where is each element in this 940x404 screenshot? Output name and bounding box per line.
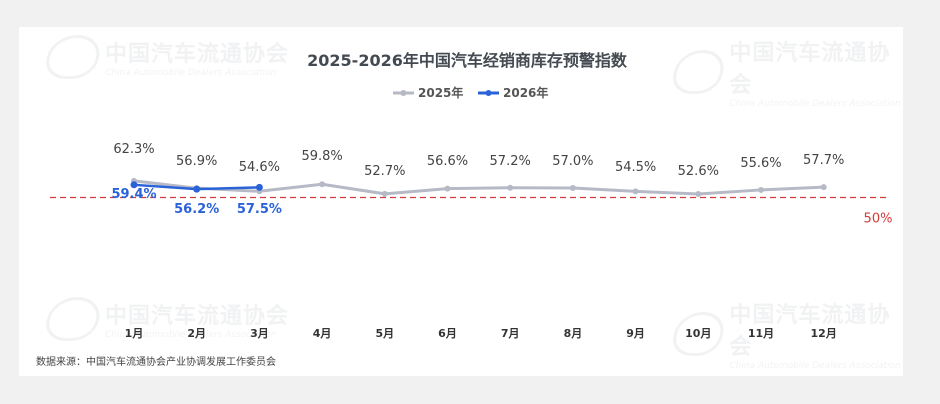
series-2025-data-label: 55.6% [740,156,781,171]
series-2025-data-label: 62.3% [113,142,154,157]
series-2026-point [193,185,201,193]
series-2025-line [133,179,824,196]
series-2025-data-label: 59.8% [301,149,342,164]
x-tick-label: 3月 [250,327,269,340]
series-2025-data-label: 57.7% [803,153,844,168]
x-tick-label: 1月 [125,327,144,340]
legend: 2025年 2026年 [393,85,548,100]
legend-label-2026: 2026年 [503,85,548,100]
x-tick-label: 7月 [501,327,520,340]
series-2026-data-label: 56.2% [174,202,219,217]
series-2025-point [507,184,514,191]
series-2025-data-label: 57.2% [490,154,531,169]
series-2025-point [319,181,326,188]
series-2026: 59.4% 56.2% 57.5% [111,181,282,217]
series-2025-data-label: 57.0% [552,154,593,169]
series-2025-point [444,185,451,192]
x-tick-label: 8月 [564,327,583,340]
series-2026-point [130,181,138,189]
series-2025-data-label: 56.9% [176,154,217,169]
legend-label-2025: 2025年 [418,85,463,100]
chart-title: 2025-2026年中国汽车经销商库存预警指数 [307,51,628,70]
series-2025-point [381,190,388,197]
x-tick-label: 2月 [187,327,206,340]
series-2025-data-label: 54.5% [615,160,656,175]
x-tick-label: 6月 [438,327,457,340]
x-tick-label: 9月 [626,327,645,340]
legend-marker-2025 [400,90,407,96]
x-axis-ticks: 1月 2月 3月 4月 5月 6月 7月 8月 9月 10月 11月 12月 [125,327,837,340]
x-tick-label: 10月 [685,327,711,340]
series-2025-point [569,185,576,192]
x-tick-label: 11月 [748,327,774,340]
series-2025-data-label: 54.6% [239,160,280,175]
data-source: 数据来源：中国汽车流通协会产业协调发展工作委员会 [36,355,276,368]
series-2026-data-label: 59.4% [111,187,156,202]
series-2025-point [820,184,827,191]
x-tick-label: 5月 [375,327,394,340]
series-2025-point [695,190,702,197]
x-tick-label: 4月 [313,327,332,340]
series-2025-point [632,188,639,195]
series-2025-point [758,186,764,193]
series-2025-data-label: 52.7% [364,164,405,179]
reference-line-label: 50% [864,212,893,227]
series-2025-data-label: 52.6% [678,164,719,179]
series-2025-data-label: 56.6% [427,154,468,169]
series-2026-data-label: 57.5% [237,202,282,217]
series-2026-point [255,183,263,191]
series-2025: 62.3% 56.9% 54.6% 59.8% 52.7% 56.6% 57.2% 57.0%… [113,142,844,197]
legend-marker-2026 [485,90,492,96]
x-tick-label: 12月 [811,327,837,340]
